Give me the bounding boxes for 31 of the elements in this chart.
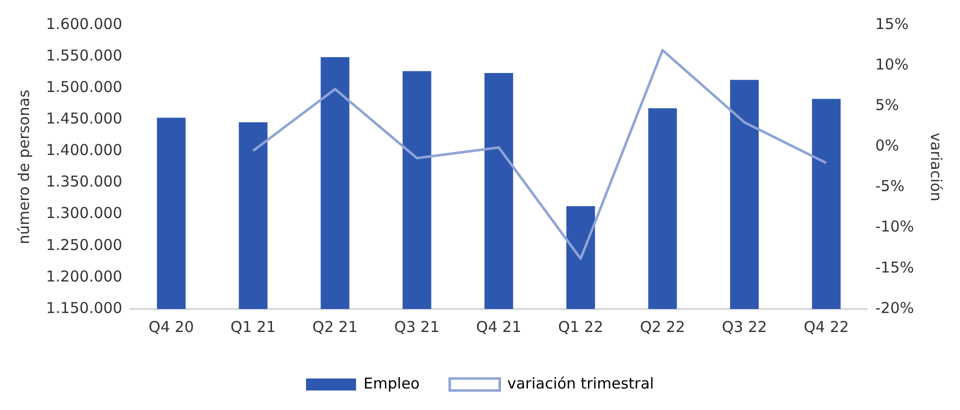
y-tick-label: 1.600.000	[46, 14, 122, 33]
y2-tick-label: -10%	[875, 218, 914, 236]
y-tick-label: 1.300.000	[46, 204, 122, 222]
y-tick-label: 1.450.000	[46, 110, 122, 128]
x-tick-label: Q4 20	[148, 318, 194, 336]
x-tick-label: Q2 22	[640, 318, 686, 336]
y2-tick-label: -20%	[875, 298, 914, 317]
x-tick-label: Q1 22	[558, 318, 604, 336]
y-tick-label: 1.200.000	[46, 267, 122, 286]
y2-tick-label: -5%	[875, 177, 904, 196]
x-tick-label: Q3 21	[394, 318, 440, 336]
y-axis-title: número de personas	[14, 90, 33, 244]
y-tick-label: 1.550.000	[46, 46, 122, 64]
legend-label: Empleo	[364, 374, 420, 392]
y2-tick-label: 10%	[875, 55, 909, 74]
y-tick-label: 1.400.000	[46, 141, 122, 160]
y2-tick-label: 5%	[875, 96, 900, 114]
y2-tick-label: 15%	[875, 14, 909, 33]
x-tick-label: Q4 22	[804, 318, 849, 336]
y-tick-label: 1.250.000	[46, 236, 122, 254]
y2-tick-label: -15%	[875, 258, 914, 276]
x-tick-label: Q4 21	[476, 318, 522, 336]
y-tick-label: 1.150.000	[46, 298, 122, 317]
x-tick-label: Q1 21	[230, 318, 276, 336]
y2-tick-label: 0%	[875, 136, 900, 155]
y-tick-label: 1.350.000	[46, 172, 122, 191]
x-tick-label: Q3 22	[722, 318, 768, 336]
x-tick-label: Q2 21	[312, 318, 358, 336]
y2-axis-title: variación	[927, 132, 946, 202]
legend-label: variación trimestral	[507, 374, 654, 392]
y-tick-label: 1.500.000	[46, 78, 122, 96]
